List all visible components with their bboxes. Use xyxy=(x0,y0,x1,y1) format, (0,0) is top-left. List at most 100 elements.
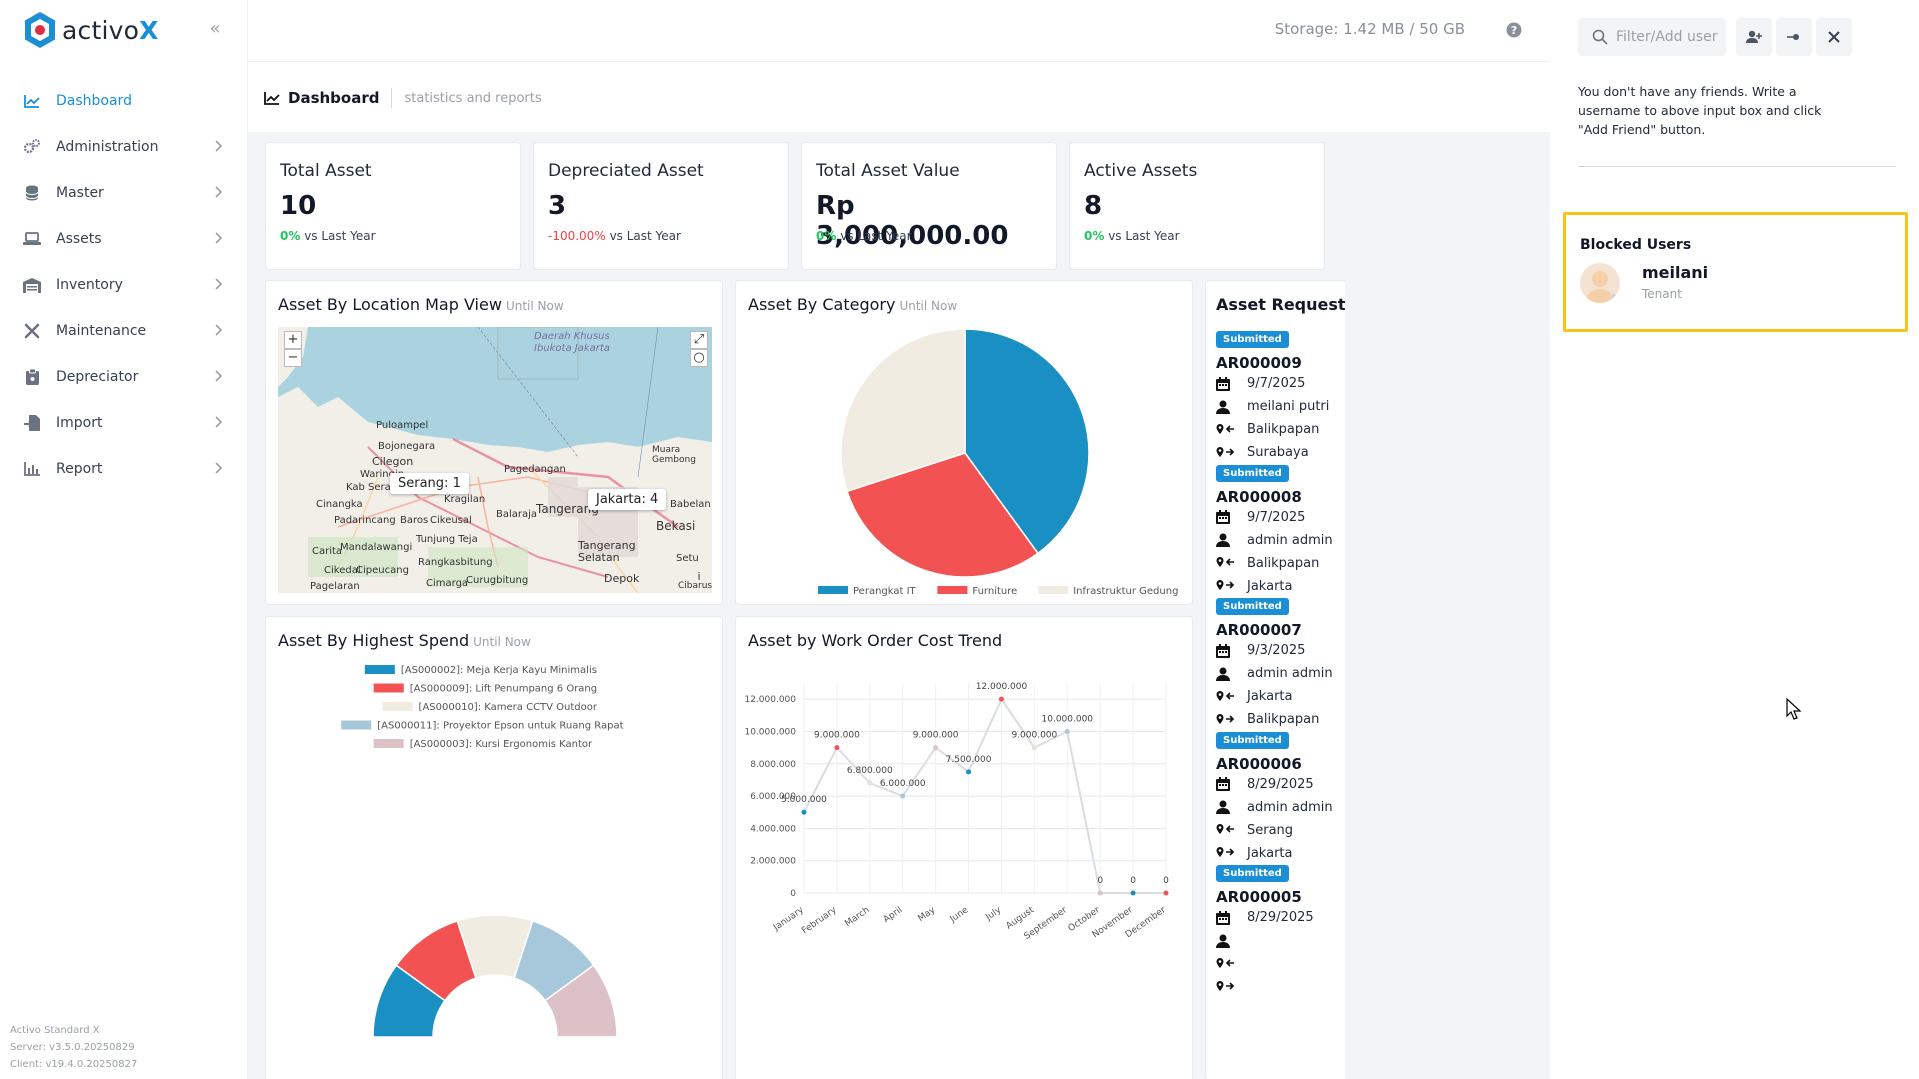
request-code[interactable]: AR000006 xyxy=(1216,754,1302,773)
request-item[interactable]: Submitted AR000006 8/29/2025 admin admin Ser… xyxy=(1216,728,1345,865)
request-item[interactable]: Submitted AR000007 9/3/2025 admin admin Jaka… xyxy=(1216,594,1345,731)
location-to-icon xyxy=(1216,980,1236,993)
request-item[interactable]: Submitted AR000008 9/7/2025 admin admin Bali… xyxy=(1216,461,1345,598)
tools-icon xyxy=(22,321,42,341)
legend-swatch xyxy=(373,683,404,693)
data-point xyxy=(966,769,972,775)
chevron-right-icon xyxy=(215,140,223,152)
sidebar-item-dashboard[interactable]: Dashboard xyxy=(0,78,248,124)
divider xyxy=(1578,166,1896,167)
friends-panel: You don't have any friends. Write a user… xyxy=(1550,0,1919,1079)
request-date-row: 9/7/2025 xyxy=(1216,506,1345,529)
request-user: admin admin xyxy=(1247,666,1333,681)
map-label: Tangerang xyxy=(536,502,599,516)
request-code[interactable]: AR000008 xyxy=(1216,487,1302,506)
request-from: Jakarta xyxy=(1247,689,1293,704)
calendar-icon xyxy=(1216,910,1236,925)
location-map[interactable]: + − ⤢ ○ i Daerah Khusus Ibukota Jakarta … xyxy=(278,327,712,593)
y-tick-label: 10.000.000 xyxy=(744,727,796,737)
sidebar-item-label: Inventory xyxy=(56,277,123,293)
panel-title: Asset By Highest Spend Until Now xyxy=(278,631,531,650)
help-icon[interactable]: ? xyxy=(1506,22,1522,38)
map-label: Mandalawangi xyxy=(340,542,413,553)
request-from: Balikpapan xyxy=(1247,422,1320,437)
sidebar-item-label: Import xyxy=(56,415,103,431)
sidebar-item-report[interactable]: Report xyxy=(0,446,248,492)
request-to: Jakarta xyxy=(1247,578,1293,594)
sidebar-item-administration[interactable]: Administration xyxy=(0,124,248,170)
map-label: Puloampel xyxy=(376,420,429,431)
map-label: Carita xyxy=(312,546,343,557)
divider xyxy=(391,88,393,108)
calendar-icon xyxy=(1216,643,1236,658)
sidebar-item-depreciator[interactable]: Depreciator xyxy=(0,354,248,400)
legend-swatch xyxy=(937,586,968,594)
request-to: Balikpapan xyxy=(1247,712,1320,727)
location-from-icon xyxy=(1216,824,1236,836)
user-search-box[interactable] xyxy=(1578,18,1726,56)
user-icon xyxy=(1216,533,1236,547)
y-tick-label: 12.000.000 xyxy=(744,695,796,705)
request-to-row: Jakarta xyxy=(1216,575,1345,598)
user-search-input[interactable] xyxy=(1616,29,1726,45)
info-icon[interactable]: i xyxy=(697,570,701,583)
legend-label: [AS000010]: Kamera CCTV Outdoor xyxy=(419,702,598,713)
status-badge: Submitted xyxy=(1216,865,1289,882)
sidebar-item-label: Maintenance xyxy=(56,323,147,339)
legend-swatch xyxy=(341,720,372,730)
pin-button[interactable] xyxy=(1776,18,1812,56)
data-point xyxy=(1097,890,1103,896)
stat-delta: 0% vs Last Year xyxy=(1084,229,1180,243)
sidebar-item-inventory[interactable]: Inventory xyxy=(0,262,248,308)
status-badge: Submitted xyxy=(1216,331,1289,348)
page-title: Dashboard xyxy=(288,89,380,107)
data-label: 10.000.000 xyxy=(1042,714,1094,724)
map-label: Baros xyxy=(400,515,429,526)
request-date: 9/3/2025 xyxy=(1247,643,1306,658)
locate-icon[interactable]: ○ xyxy=(690,349,708,367)
map-label: Cikedal xyxy=(324,565,361,576)
request-to: Jakarta xyxy=(1247,845,1293,861)
stat-title: Total Asset Value xyxy=(816,161,960,181)
map-base xyxy=(278,327,712,593)
sidebar-item-master[interactable]: Master xyxy=(0,170,248,216)
pie-slice xyxy=(840,328,966,493)
zoom-out-button[interactable]: − xyxy=(284,349,302,367)
request-code[interactable]: AR000007 xyxy=(1216,621,1302,639)
request-code[interactable]: AR000009 xyxy=(1216,354,1302,372)
request-item[interactable]: Submitted AR000009 9/7/2025 meilani putri Ba… xyxy=(1216,327,1345,464)
close-panel-button[interactable] xyxy=(1816,18,1852,56)
calendar-icon xyxy=(1216,510,1236,524)
map-panel: Asset By Location Map View Until Now + xyxy=(265,280,723,605)
avatar[interactable] xyxy=(1580,263,1620,303)
request-to-row xyxy=(1216,975,1345,998)
sidebar-item-import[interactable]: Import xyxy=(0,400,248,446)
version-info: Activo Standard X Server: v3.5.0.2025082… xyxy=(10,1022,137,1073)
fullscreen-icon[interactable]: ⤢ xyxy=(690,331,708,349)
brand-logo[interactable]: activoX xyxy=(22,10,159,50)
request-item[interactable]: Submitted AR000005 8/29/2025 xyxy=(1216,861,1345,998)
legend-label: [AS000002]: Meja Kerja Kayu Minimalis xyxy=(401,665,597,676)
user-icon xyxy=(1216,400,1236,414)
location-from-icon xyxy=(1216,423,1236,436)
request-code[interactable]: AR000005 xyxy=(1216,888,1302,906)
blocked-user-name[interactable]: meilani xyxy=(1642,263,1709,282)
product-name: Activo Standard X xyxy=(10,1025,100,1036)
sidebar-item-assets[interactable]: Assets xyxy=(0,216,248,262)
collapse-sidebar-icon[interactable]: « xyxy=(209,18,221,39)
request-date: 9/7/2025 xyxy=(1247,509,1306,525)
sidebar-item-label: Report xyxy=(56,461,103,477)
request-user-row: admin admin xyxy=(1216,662,1345,685)
zoom-in-button[interactable]: + xyxy=(284,331,302,349)
stat-card-depreciated-asset: Depreciated Asset 3 -100.00% vs Last Yea… xyxy=(533,142,789,270)
map-label: Kragilan xyxy=(444,494,486,505)
sidebar-item-maintenance[interactable]: Maintenance xyxy=(0,308,248,354)
panel-title: Asset By Location Map View Until Now xyxy=(278,295,564,314)
request-date: 8/29/2025 xyxy=(1247,910,1314,925)
map-label: Cinangka xyxy=(316,499,363,510)
add-friend-button[interactable] xyxy=(1736,18,1772,56)
warehouse-icon xyxy=(22,275,42,295)
data-point xyxy=(933,745,939,751)
x-tick-label: March xyxy=(843,905,871,929)
stat-value: 10 xyxy=(280,191,317,221)
